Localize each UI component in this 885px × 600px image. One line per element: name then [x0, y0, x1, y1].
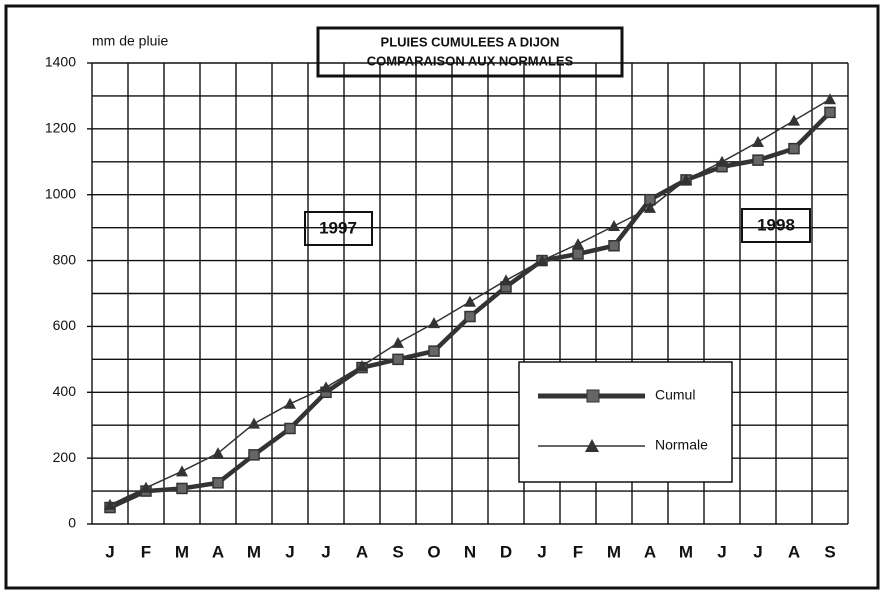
- legend-box: [518, 361, 733, 483]
- title-box: [316, 26, 624, 78]
- marker-triangle: [248, 417, 260, 429]
- grid: [91, 62, 849, 525]
- marker-triangle: [500, 274, 512, 286]
- x-tick-label: F: [141, 542, 151, 561]
- x-tick-label: F: [573, 542, 583, 561]
- marker-triangle: [572, 238, 584, 250]
- x-tick-label: S: [392, 542, 403, 561]
- marker-triangle: [176, 465, 188, 477]
- marker-square: [752, 154, 764, 166]
- legend-marker: [585, 439, 599, 452]
- marker-triangle: [716, 155, 728, 167]
- chart-title: COMPARAISON AUX NORMALES: [367, 53, 574, 68]
- x-tick-label: J: [717, 542, 726, 561]
- marker-triangle: [536, 254, 548, 266]
- x-tick-label: J: [537, 542, 546, 561]
- x-tick-label: S: [824, 542, 835, 561]
- marker-triangle: [788, 114, 800, 126]
- marker-triangle: [608, 219, 620, 231]
- marker-square: [464, 310, 476, 323]
- marker-square: [248, 449, 260, 461]
- marker-triangle: [212, 447, 224, 459]
- y-tick-label: 200: [53, 449, 77, 465]
- x-tick-label: N: [464, 542, 476, 561]
- legend-marker: [586, 389, 600, 403]
- y-tick-label: 1000: [45, 185, 76, 201]
- marker-square: [608, 240, 620, 252]
- x-tick-label: A: [356, 542, 368, 561]
- x-tick-label: M: [607, 542, 621, 561]
- y-tick-label: 600: [53, 317, 77, 333]
- marker-square: [284, 422, 296, 435]
- marker-square: [176, 482, 188, 495]
- marker-triangle: [824, 93, 836, 105]
- y-tick-label: 1400: [45, 54, 76, 70]
- x-tick-label: J: [753, 542, 762, 561]
- marker-square: [788, 142, 800, 155]
- marker-triangle: [428, 317, 440, 329]
- marker-triangle: [752, 136, 764, 148]
- y-tick-label: 400: [53, 383, 77, 399]
- marker-square: [824, 106, 836, 119]
- x-tick-label: M: [175, 542, 189, 561]
- x-tick-label: A: [644, 542, 656, 561]
- x-tick-label: J: [105, 542, 114, 561]
- y-tick-label: 1200: [45, 120, 76, 136]
- chart-title: PLUIES CUMULEES A DIJON: [381, 34, 560, 49]
- marker-square: [392, 353, 404, 366]
- y-axis-label: mm de pluie: [92, 33, 168, 49]
- marker-triangle: [464, 295, 476, 307]
- annotation-box: [304, 211, 373, 246]
- x-tick-label: A: [212, 542, 224, 561]
- legend-label: Cumul: [655, 387, 695, 403]
- marker-triangle: [680, 173, 692, 185]
- x-tick-label: D: [500, 542, 512, 561]
- legend-label: Normale: [655, 437, 708, 453]
- marker-triangle: [140, 481, 152, 493]
- marker-triangle: [320, 381, 332, 393]
- marker-triangle: [284, 397, 296, 409]
- x-tick-label: O: [427, 542, 440, 561]
- marker-triangle: [356, 359, 368, 371]
- marker-triangle: [644, 201, 656, 213]
- x-tick-label: M: [679, 542, 693, 561]
- x-tick-label: J: [285, 542, 294, 561]
- marker-triangle: [104, 498, 116, 510]
- y-tick-label: 800: [53, 251, 77, 267]
- marker-square: [428, 345, 440, 357]
- y-tick-label: 0: [68, 515, 76, 531]
- marker-triangle: [392, 336, 404, 348]
- x-tick-label: A: [788, 542, 800, 561]
- marker-square: [572, 248, 584, 260]
- frame: [4, 4, 880, 590]
- x-tick-label: J: [321, 542, 330, 561]
- marker-square: [212, 477, 224, 489]
- x-tick-label: M: [247, 542, 261, 561]
